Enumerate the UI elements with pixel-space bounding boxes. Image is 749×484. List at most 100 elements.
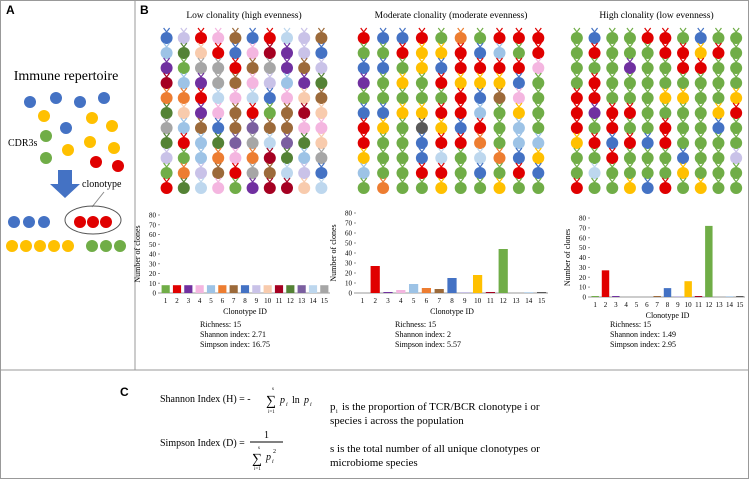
cell-receptor: [197, 177, 205, 183]
cell-receptor: [266, 177, 274, 183]
x-tick-label: 7: [437, 297, 441, 305]
cell-receptor: [457, 27, 465, 33]
cell-receptor: [515, 147, 523, 153]
cell-receptor: [437, 102, 445, 108]
cell-receptor: [644, 177, 652, 183]
cell-icon: [415, 92, 428, 104]
x-tick-label: 9: [463, 297, 467, 305]
cell-receptor: [317, 102, 325, 108]
cell-receptor: [163, 42, 171, 48]
symbol: ln: [292, 395, 300, 406]
cell-receptor: [534, 87, 542, 93]
cell-receptor: [496, 132, 503, 138]
cell-receptor: [418, 117, 426, 123]
cell-receptor: [266, 117, 274, 123]
bar: [218, 285, 227, 293]
cell-icon: [357, 182, 370, 194]
cell-receptor: [283, 87, 291, 93]
cell-icon: [357, 32, 370, 44]
bar: [447, 278, 457, 293]
cell-receptor: [661, 87, 669, 93]
y-tick-label: 10: [149, 280, 157, 288]
cell-receptor: [437, 147, 445, 153]
cell-icon: [659, 92, 672, 104]
cell-receptor: [608, 87, 616, 93]
cell-icon: [512, 137, 525, 149]
cell-grid: [160, 27, 328, 194]
cell-icon: [396, 32, 409, 44]
formula-lhs: Simpson Index (D) =: [160, 438, 245, 449]
cell-icon: [588, 107, 601, 119]
x-tick-label: 12: [500, 297, 508, 305]
cell-receptor: [573, 42, 581, 48]
cell-receptor: [661, 132, 669, 138]
cell-receptor: [732, 57, 740, 63]
cell-receptor: [180, 27, 188, 33]
sum-top: s: [258, 446, 260, 451]
cell-receptor: [608, 162, 616, 168]
cell-receptor: [515, 42, 523, 48]
sum-top: s: [272, 387, 274, 392]
x-tick-label: 11: [487, 297, 494, 305]
cell-receptor: [197, 42, 205, 48]
cell-icon: [435, 92, 448, 104]
cell-receptor: [418, 57, 426, 63]
cell-receptor: [214, 27, 222, 33]
y-tick-label: 10: [579, 284, 587, 292]
shannon-formula: Shannon Index (H) = - s ∑ i=1 p i ln p i: [160, 387, 312, 415]
cell-icon: [532, 62, 545, 74]
cell-receptor: [714, 117, 722, 123]
cell-icon: [195, 92, 207, 104]
cell-icon: [195, 32, 207, 44]
x-axis-label: Clonotype ID: [223, 307, 267, 316]
cell-icon: [212, 122, 225, 134]
cell-receptor: [679, 87, 687, 93]
cell-icon: [532, 137, 545, 149]
cell-icon: [532, 32, 545, 44]
cell-icon: [315, 92, 328, 104]
cell-icon: [512, 62, 525, 74]
cell-icon: [623, 107, 636, 119]
cell-icon: [177, 107, 190, 119]
cell-receptor: [197, 57, 205, 63]
definition-text: microbiome species: [330, 457, 418, 469]
cell-icon: [570, 62, 583, 74]
stat-annotation: Simpson index: 5.57: [395, 340, 461, 349]
cell-icon: [659, 62, 672, 74]
bar: [408, 284, 419, 293]
cell-receptor: [231, 177, 239, 183]
y-tick-label: 80: [149, 212, 157, 220]
chart-title: High clonality (low evenness): [599, 10, 713, 21]
cell-icon: [474, 47, 487, 59]
cell-icon: [623, 77, 636, 89]
cell-icon: [641, 167, 654, 179]
cell-icon: [177, 47, 190, 59]
cell-icon: [493, 137, 506, 149]
cell-receptor: [283, 27, 291, 33]
cell-receptor: [300, 42, 308, 48]
cell-icon: [570, 167, 583, 179]
cell-receptor: [180, 132, 188, 138]
cell-receptor: [697, 87, 705, 93]
cell-icon: [532, 77, 545, 89]
cell-icon: [532, 107, 545, 119]
cell-receptor: [399, 132, 406, 138]
cell-receptor: [231, 117, 239, 123]
cell-receptor: [626, 117, 634, 123]
cell-receptor: [534, 57, 542, 63]
cell-icon: [694, 152, 707, 164]
cell-receptor: [379, 42, 387, 48]
cell-icon: [160, 182, 173, 194]
cell-icon: [677, 167, 690, 179]
cell-icon: [730, 62, 743, 74]
cell-icon: [377, 152, 390, 164]
cell-icon: [160, 32, 173, 44]
cell-receptor: [197, 162, 205, 168]
cell-receptor: [573, 117, 581, 123]
cell-receptor: [679, 162, 687, 168]
cell-receptor: [679, 72, 687, 78]
cell-icon: [474, 92, 487, 104]
x-tick-label: 5: [635, 301, 639, 309]
bar: [161, 285, 170, 293]
y-tick-label: 0: [583, 294, 587, 302]
